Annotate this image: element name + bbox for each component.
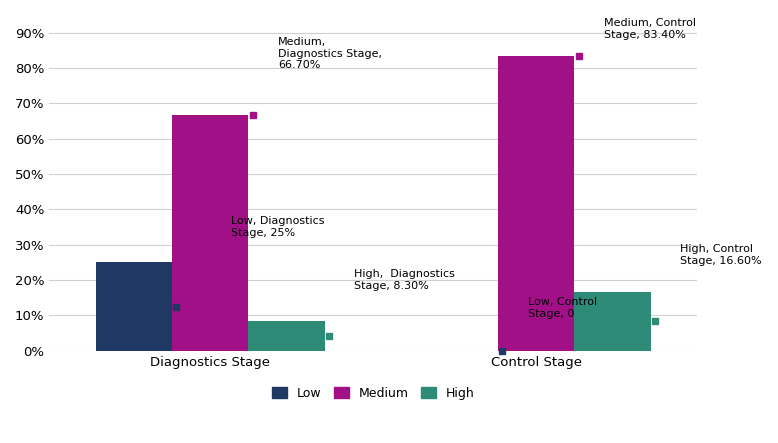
Bar [574, 292, 650, 351]
Bar [498, 56, 574, 351]
Text: Low, Control
Stage, 0: Low, Control Stage, 0 [527, 298, 597, 319]
Bar [172, 115, 248, 351]
Bar [96, 262, 172, 351]
Legend: Low, Medium, High: Low, Medium, High [267, 382, 480, 405]
Text: Medium, Control
Stage, 83.40%: Medium, Control Stage, 83.40% [604, 18, 696, 40]
Text: Low, Diagnostics
Stage, 25%: Low, Diagnostics Stage, 25% [231, 216, 325, 238]
Text: High,  Diagnostics
Stage, 8.30%: High, Diagnostics Stage, 8.30% [354, 269, 455, 291]
Bar [248, 321, 324, 351]
Text: Medium,
Diagnostics Stage,
66.70%: Medium, Diagnostics Stage, 66.70% [278, 37, 382, 70]
Text: High, Control
Stage, 16.60%: High, Control Stage, 16.60% [680, 245, 762, 266]
